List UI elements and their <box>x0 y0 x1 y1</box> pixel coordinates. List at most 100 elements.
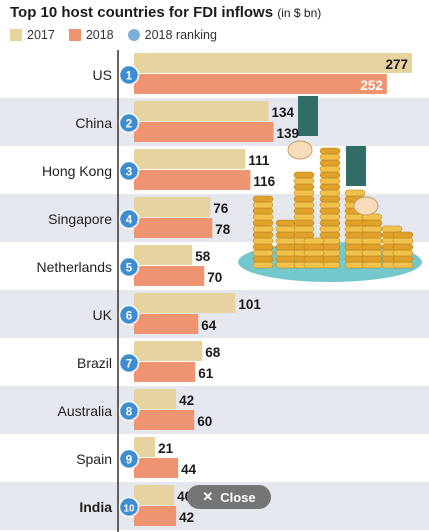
coin <box>392 249 414 257</box>
category-label: Spain <box>76 451 112 467</box>
close-button-label: Close <box>220 489 256 505</box>
bar-2017 <box>134 341 203 361</box>
chart-title-text: Top 10 host countries for FDI inflows <box>10 4 274 21</box>
bar-2017 <box>134 437 156 457</box>
coin <box>275 255 297 263</box>
data-label-2018: 60 <box>197 414 212 429</box>
coin <box>361 243 383 251</box>
coin <box>319 153 341 161</box>
coin <box>361 261 383 269</box>
coin <box>252 255 274 263</box>
coin <box>344 189 366 197</box>
coin <box>293 231 315 239</box>
data-label-2018: 42 <box>179 510 194 525</box>
coin <box>293 207 315 215</box>
coin <box>275 225 297 233</box>
coin <box>361 225 383 233</box>
bar-2017 <box>134 53 412 73</box>
coin <box>319 201 341 209</box>
rank-marker <box>118 496 140 518</box>
coin <box>252 207 274 215</box>
close-button[interactable]: ✕ Close <box>187 485 271 509</box>
legend-item-2017: 2017 <box>10 28 55 42</box>
coin <box>303 243 325 251</box>
rank-marker <box>118 160 140 182</box>
legend-swatch-2017 <box>10 29 22 41</box>
row-band <box>0 386 429 434</box>
rank-label: 7 <box>126 359 132 371</box>
close-icon: ✕ <box>202 489 214 504</box>
category-label: Hong Kong <box>42 163 112 179</box>
coin <box>293 219 315 227</box>
coin <box>361 237 383 245</box>
bar-2017 <box>134 389 177 409</box>
rank-marker <box>118 352 140 374</box>
category-label: Singapore <box>48 211 112 227</box>
coin <box>319 225 341 233</box>
coin <box>252 219 274 227</box>
coin <box>252 261 274 269</box>
coin <box>319 219 341 227</box>
legend: 2017 2018 2018 ranking <box>10 28 231 42</box>
category-label: US <box>93 67 112 83</box>
data-label-2018: 78 <box>215 222 231 237</box>
bar-2017 <box>134 245 193 265</box>
coin <box>293 171 315 179</box>
data-label-2018: 64 <box>201 318 217 333</box>
coin <box>319 147 341 155</box>
rank-marker <box>118 400 140 422</box>
bar-2018 <box>134 458 179 478</box>
rank-marker <box>118 448 140 470</box>
coin <box>361 249 383 257</box>
data-label-2018: 70 <box>207 270 222 285</box>
data-label-2017: 76 <box>213 201 229 216</box>
bar-2017 <box>134 485 175 505</box>
coin <box>275 237 297 245</box>
coin-stacks-with-hands-icon <box>238 96 422 282</box>
data-label-2018: 139 <box>277 126 300 141</box>
coin <box>293 201 315 209</box>
bar-2017 <box>134 293 236 313</box>
rank-label: 3 <box>126 167 132 179</box>
coin <box>303 249 325 257</box>
coin <box>392 261 414 269</box>
coin <box>392 231 414 239</box>
coin <box>252 195 274 203</box>
hand-left <box>287 140 313 160</box>
coin <box>319 207 341 215</box>
data-label-2018: 44 <box>181 462 197 477</box>
bar-2017 <box>134 101 269 121</box>
coin <box>275 249 297 257</box>
rank-marker <box>118 112 140 134</box>
bar-2017 <box>134 197 211 217</box>
rank-marker <box>118 304 140 326</box>
coin <box>319 189 341 197</box>
legend-swatch-2018 <box>68 29 81 41</box>
coin <box>293 213 315 221</box>
rank-label: 9 <box>126 455 132 467</box>
bar-2018 <box>134 506 177 526</box>
rank-label: 10 <box>123 504 135 515</box>
coin <box>303 237 325 245</box>
data-label-2018: 61 <box>198 366 214 381</box>
chart-title: Top 10 host countries for FDI inflows (i… <box>10 4 321 21</box>
rank-label: 1 <box>126 71 133 83</box>
sleeve-right <box>346 146 366 186</box>
coin <box>293 189 315 197</box>
coin <box>319 159 341 167</box>
coin <box>252 231 274 239</box>
bar-2018 <box>134 362 196 382</box>
data-label-2017: 58 <box>195 249 211 264</box>
coin <box>392 237 414 245</box>
bar-2018 <box>134 170 251 190</box>
sleeve-left <box>298 96 318 136</box>
coin <box>293 183 315 191</box>
category-label: India <box>79 499 112 515</box>
data-label-2017: 134 <box>271 105 294 120</box>
bar-2017 <box>134 149 246 169</box>
chart-title-unit: (in $ bn) <box>277 6 322 20</box>
legend-label-2018: 2018 <box>85 28 114 42</box>
coin <box>293 225 315 233</box>
coin <box>252 225 274 233</box>
